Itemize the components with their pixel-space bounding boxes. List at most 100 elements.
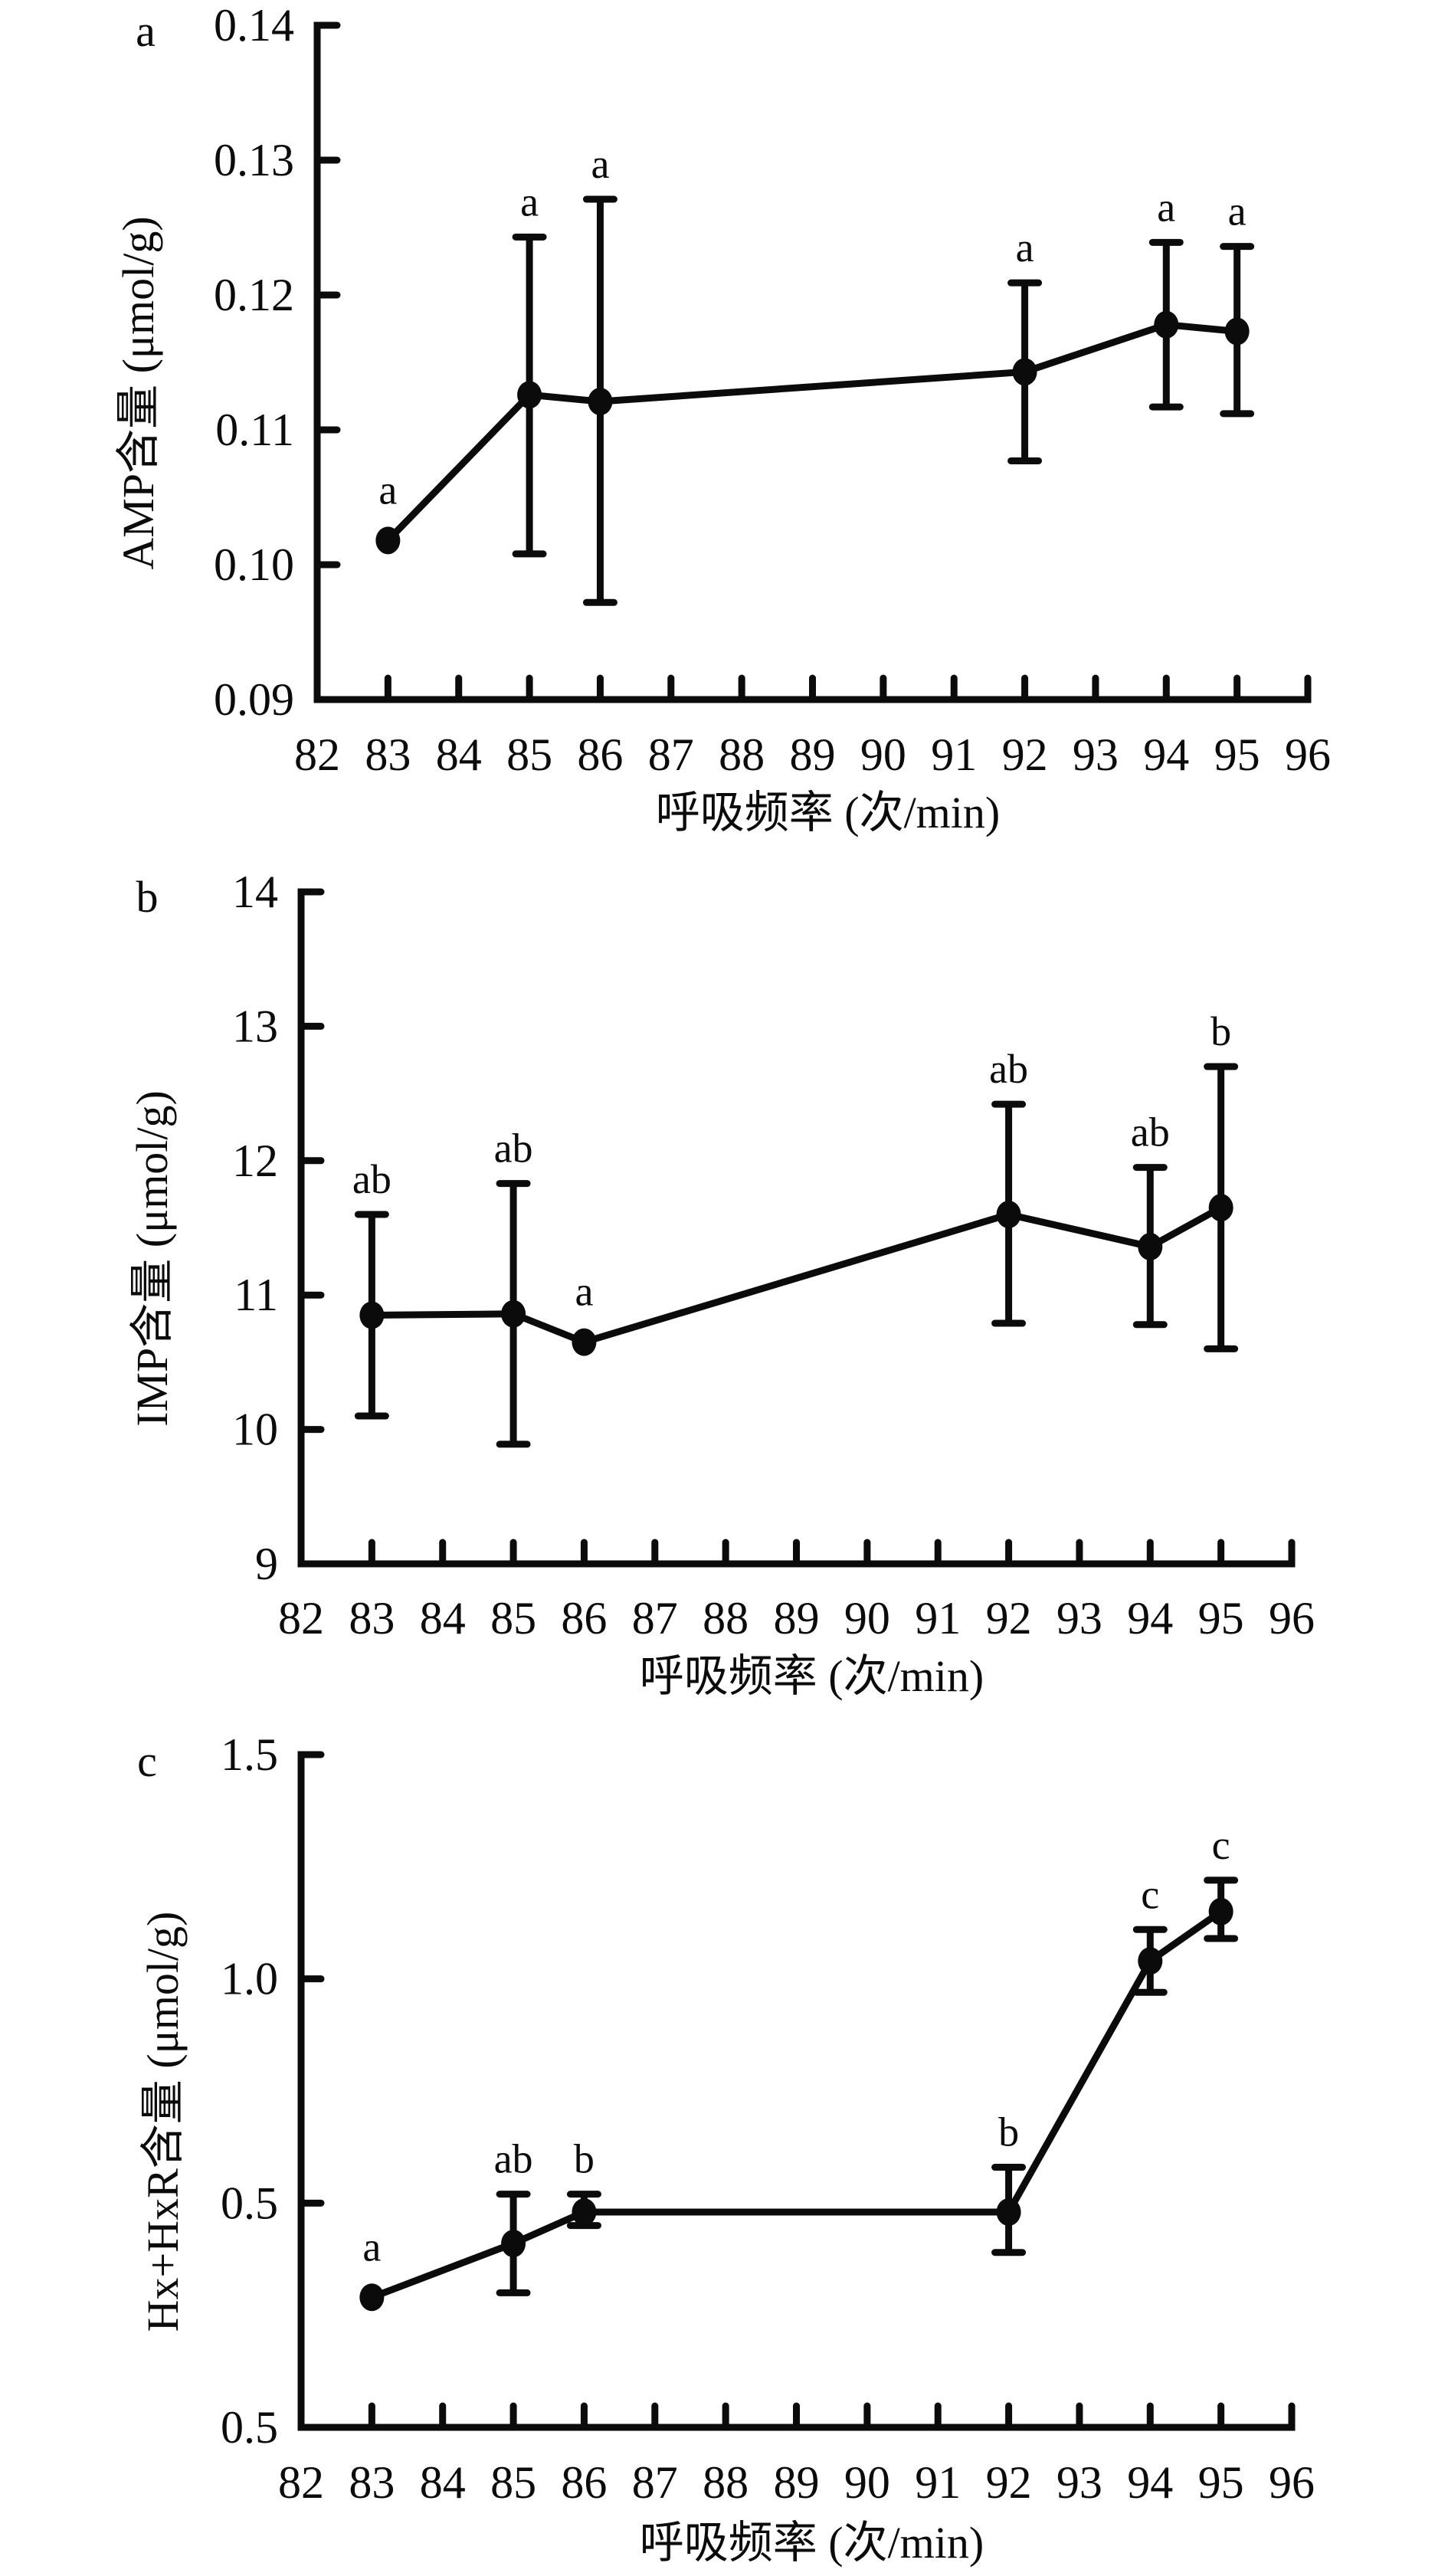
x-tick-label: 82 bbox=[278, 2457, 324, 2508]
data-point bbox=[359, 2283, 385, 2312]
data-point bbox=[1138, 1233, 1163, 1261]
x-tick-label: 90 bbox=[844, 2457, 890, 2508]
x-tick-label: 87 bbox=[632, 2457, 678, 2508]
panel-b: b 9 10 11 12 13 14 82 83 84 85 86 87 88 89 90 91 92 93 94 95… bbox=[127, 867, 1315, 1701]
data-point bbox=[1208, 1897, 1233, 1925]
x-tick-label: 89 bbox=[774, 1593, 820, 1644]
data-point bbox=[996, 2198, 1021, 2227]
y-axis-title: Hx+HxR含量 (μmol/g) bbox=[138, 1912, 188, 2332]
data-point bbox=[359, 1301, 385, 1329]
data-point bbox=[572, 1328, 597, 1356]
x-tick-label: 85 bbox=[490, 2457, 536, 2508]
x-tick-label: 95 bbox=[1198, 2457, 1244, 2508]
x-tick-label: 87 bbox=[632, 1593, 678, 1644]
series-line bbox=[372, 1204, 1223, 1346]
significance-label: a bbox=[1157, 184, 1175, 230]
y-tick-label: 1.0 bbox=[221, 1954, 278, 2004]
y-tick-label: 14 bbox=[232, 867, 278, 917]
x-tick-label: 86 bbox=[577, 729, 623, 780]
panel-c: c 0.5 0.5 1.0 1.5 82 83 84 85 86 87 88 89 90 91 92 93 94 9… bbox=[137, 1729, 1315, 2568]
x-tick-label: 92 bbox=[1002, 729, 1048, 780]
x-tick-label: 94 bbox=[1143, 729, 1189, 780]
series-line bbox=[385, 321, 1238, 543]
significance-label: c bbox=[1212, 1822, 1230, 1868]
x-tick-label: 84 bbox=[420, 1593, 466, 1644]
x-tick-label: 92 bbox=[986, 2457, 1032, 2508]
y-tick-label: 0.12 bbox=[214, 270, 294, 320]
y-tick-label: 0.09 bbox=[214, 674, 294, 725]
x-tick-label: 96 bbox=[1269, 1593, 1315, 1644]
data-point bbox=[996, 1200, 1021, 1228]
x-tick-label: 95 bbox=[1198, 1593, 1244, 1644]
data-point bbox=[1224, 317, 1250, 346]
x-tick-label: 83 bbox=[349, 2457, 395, 2508]
significance-label: a bbox=[378, 467, 397, 513]
x-tick-label: 92 bbox=[986, 1593, 1032, 1644]
x-tick-label: 89 bbox=[790, 729, 836, 780]
data-point bbox=[588, 388, 613, 416]
x-tick-label: 88 bbox=[703, 1593, 749, 1644]
significance-label: a bbox=[1228, 188, 1247, 234]
x-tick-label: 91 bbox=[915, 2457, 961, 2508]
x-tick-label: 83 bbox=[365, 729, 411, 780]
y-tick-label: 9 bbox=[255, 1539, 278, 1589]
y-tick-label: 1.5 bbox=[221, 1729, 278, 1780]
panel-a: a 0.09 0.10 0.11 0.12 0.13 0.14 82 83 84 85 86 87 88 8… bbox=[113, 0, 1331, 837]
x-tick-label: 88 bbox=[703, 2457, 749, 2508]
significance-label: c bbox=[1141, 1871, 1159, 1917]
y-tick-label: 0.11 bbox=[215, 405, 294, 455]
x-tick-label: 96 bbox=[1285, 729, 1331, 780]
x-tick-label: 88 bbox=[719, 729, 765, 780]
data-point bbox=[1138, 1947, 1163, 1975]
x-tick-label: 93 bbox=[1073, 729, 1119, 780]
x-tick-label: 86 bbox=[561, 1593, 607, 1644]
y-tick-label: 0.13 bbox=[214, 135, 294, 185]
x-tick-label: 95 bbox=[1214, 729, 1260, 780]
data-point bbox=[1208, 1194, 1233, 1222]
data-point bbox=[501, 2230, 526, 2258]
x-tick-label: 83 bbox=[349, 1593, 395, 1644]
significance-label: a bbox=[362, 2224, 381, 2270]
y-tick-label: 0.5 bbox=[221, 2402, 278, 2453]
panel-letter: c bbox=[137, 1736, 157, 1786]
significance-label: b bbox=[998, 2109, 1019, 2155]
significance-label: ab bbox=[352, 1156, 391, 1202]
x-tick-label: 90 bbox=[860, 729, 906, 780]
x-tick-label: 94 bbox=[1127, 2457, 1173, 2508]
x-tick-label: 91 bbox=[915, 1593, 961, 1644]
y-tick-label: 11 bbox=[234, 1270, 278, 1320]
x-tick-label: 84 bbox=[436, 729, 482, 780]
significance-label: b bbox=[1210, 1008, 1231, 1054]
y-tick-label: 12 bbox=[232, 1136, 278, 1186]
series-line bbox=[370, 1909, 1224, 2301]
panel-letter: a bbox=[136, 6, 156, 56]
x-tick-label: 82 bbox=[294, 729, 340, 780]
y-tick-label: 0.10 bbox=[214, 539, 294, 590]
x-tick-label: 85 bbox=[506, 729, 552, 780]
data-point bbox=[501, 1299, 526, 1328]
x-tick-label: 87 bbox=[648, 729, 694, 780]
significance-label: a bbox=[1016, 224, 1034, 270]
x-tick-label: 89 bbox=[774, 2457, 820, 2508]
x-tick-label: 85 bbox=[490, 1593, 536, 1644]
significance-label: a bbox=[591, 141, 609, 187]
y-axis-title: IMP含量 (μmol/g) bbox=[127, 1090, 177, 1427]
y-axis-title: AMP含量 (μmol/g) bbox=[113, 216, 163, 569]
x-tick-label: 90 bbox=[844, 1593, 890, 1644]
x-axis-title: 呼吸频率 (次/min) bbox=[640, 2518, 984, 2568]
y-tick-label: 13 bbox=[232, 1001, 278, 1051]
y-tick-label: 10 bbox=[232, 1404, 278, 1455]
x-tick-label: 96 bbox=[1269, 2457, 1315, 2508]
x-tick-label: 84 bbox=[420, 2457, 466, 2508]
x-axis-title: 呼吸频率 (次/min) bbox=[656, 788, 1000, 837]
y-tick-label: 0.14 bbox=[214, 0, 294, 51]
x-tick-label: 86 bbox=[561, 2457, 607, 2508]
data-point bbox=[1154, 310, 1179, 339]
x-axis-title: 呼吸频率 (次/min) bbox=[640, 1651, 984, 1701]
y-tick-label: 0.5 bbox=[221, 2178, 278, 2228]
x-tick-label: 94 bbox=[1127, 1593, 1173, 1644]
x-tick-label: 93 bbox=[1057, 2457, 1102, 2508]
significance-label: ab bbox=[494, 2136, 533, 2182]
significance-label: a bbox=[520, 179, 539, 224]
